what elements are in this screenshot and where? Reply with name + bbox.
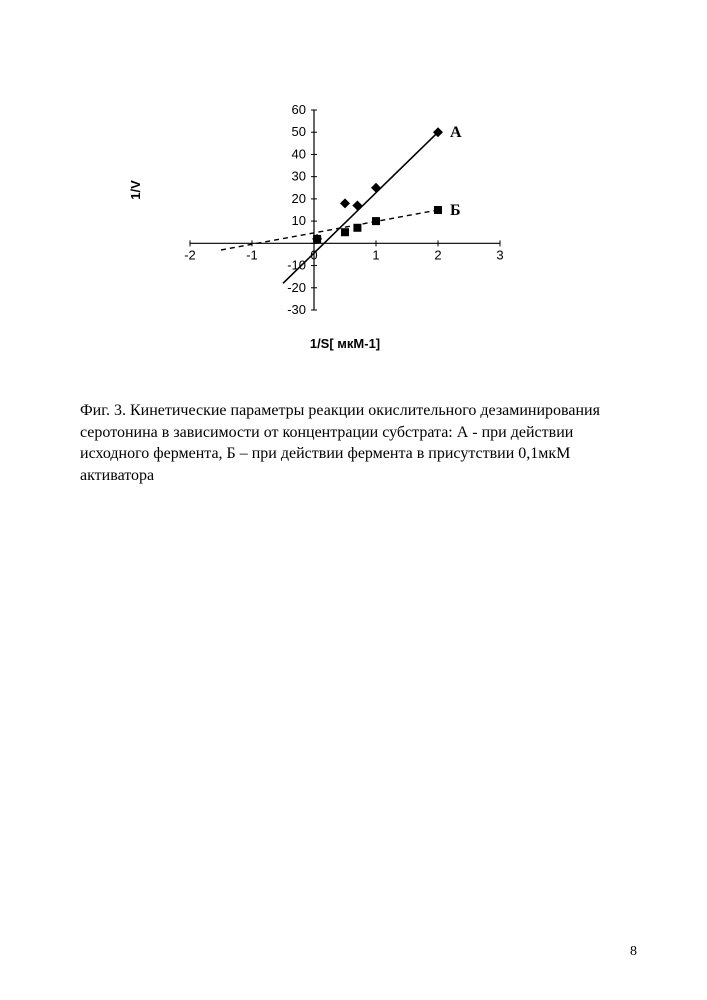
- y-tick-label: 20: [292, 191, 306, 206]
- data-point: [313, 235, 321, 243]
- y-tick-label: 30: [292, 169, 306, 184]
- series-line: [221, 210, 438, 250]
- data-point: [353, 224, 361, 232]
- figure-chart: -2-10123-30-20-101020304050601/V1/S[ мкМ…: [120, 100, 540, 365]
- lineweaver-burk-plot: -2-10123-30-20-101020304050601/V1/S[ мкМ…: [120, 100, 540, 360]
- x-tick-label: -1: [246, 247, 258, 262]
- figure-caption: Фиг. 3. Кинетические параметры реакции о…: [80, 400, 620, 486]
- page-number: 8: [630, 944, 637, 960]
- y-tick-label: 60: [292, 102, 306, 117]
- x-tick-label: 2: [434, 247, 441, 262]
- y-tick-label: -20: [287, 280, 306, 295]
- series-label: Б: [450, 202, 461, 219]
- x-tick-label: 1: [372, 247, 379, 262]
- data-point: [371, 183, 381, 193]
- data-point: [434, 206, 442, 214]
- y-tick-label: 40: [292, 146, 306, 161]
- data-point: [372, 217, 380, 225]
- x-tick-label: -2: [184, 247, 196, 262]
- series-label: А: [450, 124, 462, 141]
- y-tick-label: 50: [292, 124, 306, 139]
- y-tick-label: -30: [287, 302, 306, 317]
- data-point: [341, 228, 349, 236]
- series-line: [283, 132, 438, 283]
- y-axis-label: 1/V: [128, 180, 143, 200]
- y-tick-label: 10: [292, 213, 306, 228]
- data-point: [340, 198, 350, 208]
- x-tick-label: 3: [496, 247, 503, 262]
- x-axis-label: 1/S[ мкМ-1]: [310, 336, 380, 351]
- data-point: [352, 201, 362, 211]
- page: -2-10123-30-20-101020304050601/V1/S[ мкМ…: [0, 0, 707, 1000]
